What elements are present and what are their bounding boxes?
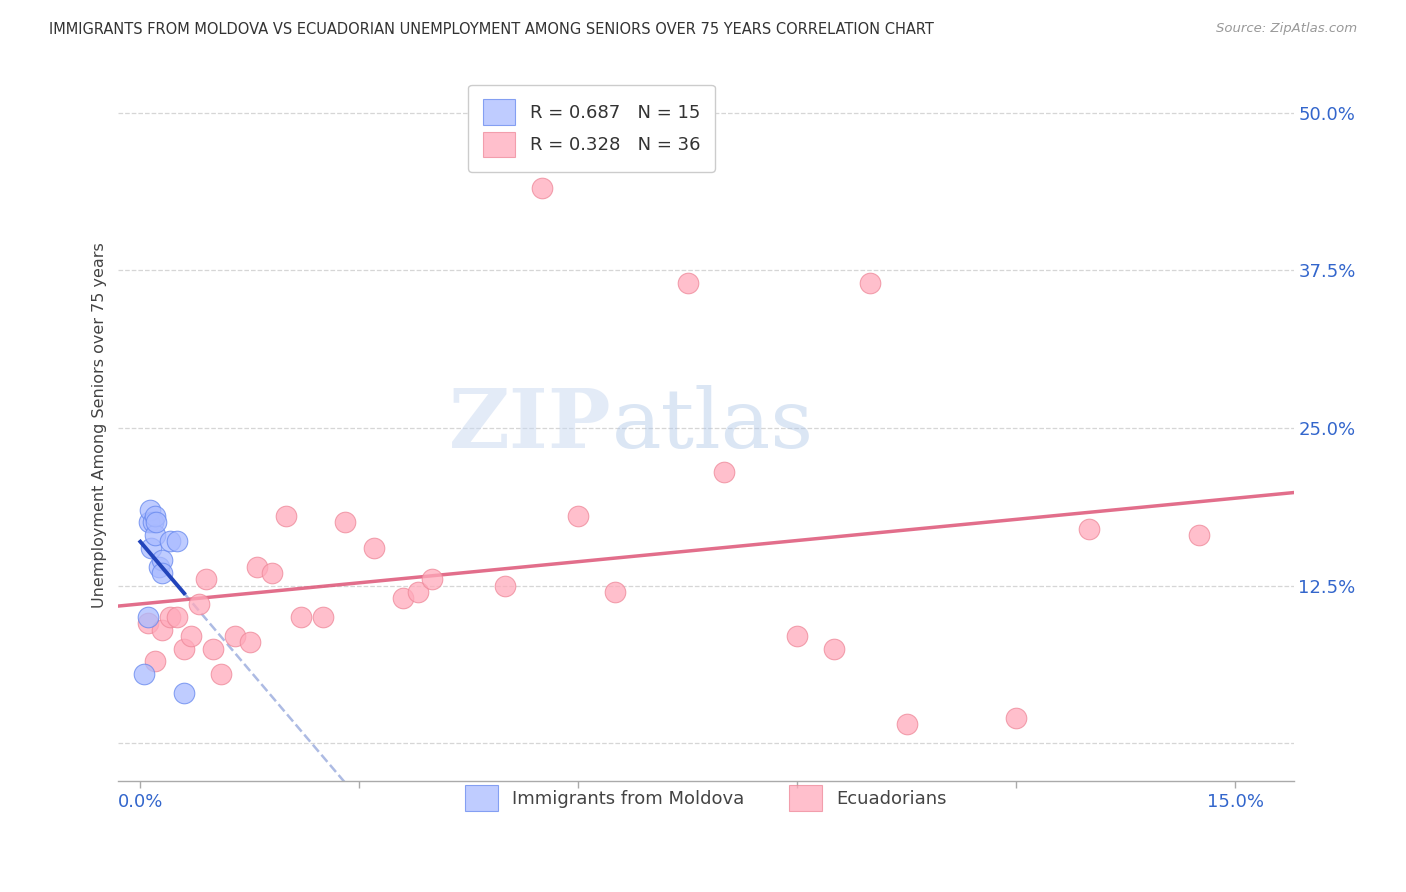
Point [150,566,173,580]
Point [1078,522,1101,536]
Point [143,509,166,524]
Point [896,717,918,731]
Point [276,509,298,524]
Text: Source: ZipAtlas.com: Source: ZipAtlas.com [1216,22,1357,36]
Point [823,641,845,656]
Point [859,276,882,290]
Point [406,585,429,599]
Point [159,610,181,624]
Point [143,528,166,542]
Point [187,598,209,612]
Point [392,591,415,606]
Point [1188,528,1211,542]
Point [363,541,385,555]
Point [494,578,516,592]
Point [132,666,155,681]
Point [676,276,699,290]
Point [141,541,163,555]
Point [246,559,269,574]
Point [150,623,173,637]
Point [173,686,195,700]
Point [139,503,162,517]
Point [202,641,225,656]
Point [195,572,218,586]
Point [143,654,166,668]
Text: ZIP: ZIP [450,384,612,465]
Point [173,641,195,656]
Point [224,629,246,643]
Text: atlas: atlas [612,384,814,465]
Point [166,534,188,549]
Point [136,616,159,631]
Point [166,610,188,624]
Text: IMMIGRANTS FROM MOLDOVA VS ECUADORIAN UNEMPLOYMENT AMONG SENIORS OVER 75 YEARS C: IMMIGRANTS FROM MOLDOVA VS ECUADORIAN UN… [49,22,934,37]
Point [260,566,283,580]
Point [136,610,159,624]
Legend: Immigrants from Moldova, Ecuadorians: Immigrants from Moldova, Ecuadorians [451,771,962,825]
Point [530,181,553,195]
Point [333,516,356,530]
Point [239,635,262,649]
Y-axis label: Unemployment Among Seniors over 75 years: Unemployment Among Seniors over 75 years [93,242,107,607]
Point [148,559,170,574]
Point [150,553,173,567]
Point [1005,711,1028,725]
Point [420,572,443,586]
Point [567,509,589,524]
Point [603,585,626,599]
Point [159,534,181,549]
Point [786,629,808,643]
Point [290,610,312,624]
Point [138,516,160,530]
Point [180,629,202,643]
Point [713,465,735,479]
Point [145,516,167,530]
Point [209,666,232,681]
Point [312,610,335,624]
Point [142,516,165,530]
